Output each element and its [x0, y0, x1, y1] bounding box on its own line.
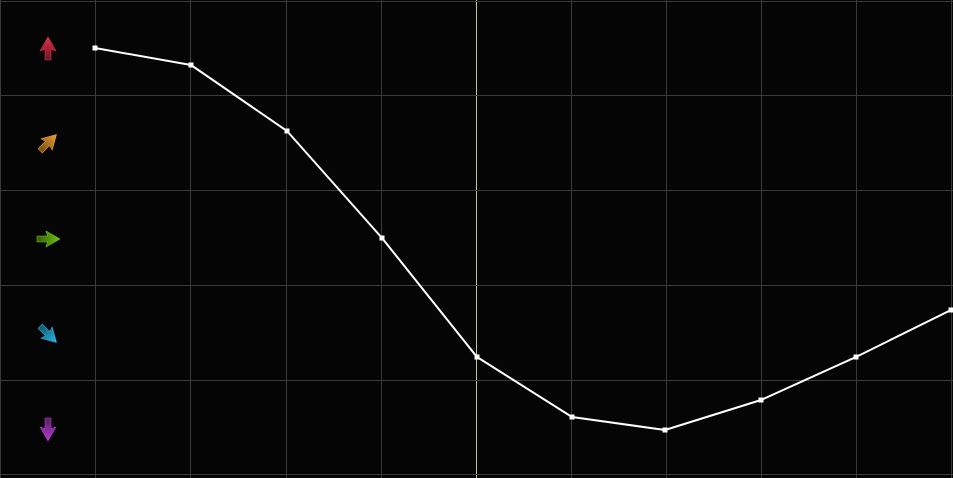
arrow-down-icon[interactable]	[0, 381, 95, 476]
series-line	[94, 47, 952, 431]
row-icon-column	[0, 0, 95, 478]
data-point-marker[interactable]	[569, 414, 575, 420]
arrow-up-icon-glyph	[39, 36, 56, 60]
data-point-marker[interactable]	[92, 45, 98, 51]
data-point-marker[interactable]	[188, 62, 194, 68]
arrow-up-right-icon[interactable]	[0, 95, 95, 190]
data-point-marker[interactable]	[662, 427, 668, 433]
data-point-marker[interactable]	[758, 397, 764, 403]
arrow-right-icon[interactable]	[0, 191, 95, 286]
arrow-right-icon-glyph	[36, 230, 60, 247]
arrow-up-icon[interactable]	[0, 1, 95, 96]
data-point-marker[interactable]	[474, 354, 480, 360]
data-point-marker[interactable]	[948, 307, 953, 313]
data-point-marker[interactable]	[379, 235, 385, 241]
arrow-up-right-icon-glyph	[37, 133, 57, 153]
data-point-marker[interactable]	[853, 354, 859, 360]
arrow-down-icon-glyph	[39, 417, 56, 441]
arrow-down-right-icon[interactable]	[0, 286, 95, 381]
arrow-down-right-icon-glyph	[37, 323, 57, 343]
data-point-marker[interactable]	[284, 128, 290, 134]
